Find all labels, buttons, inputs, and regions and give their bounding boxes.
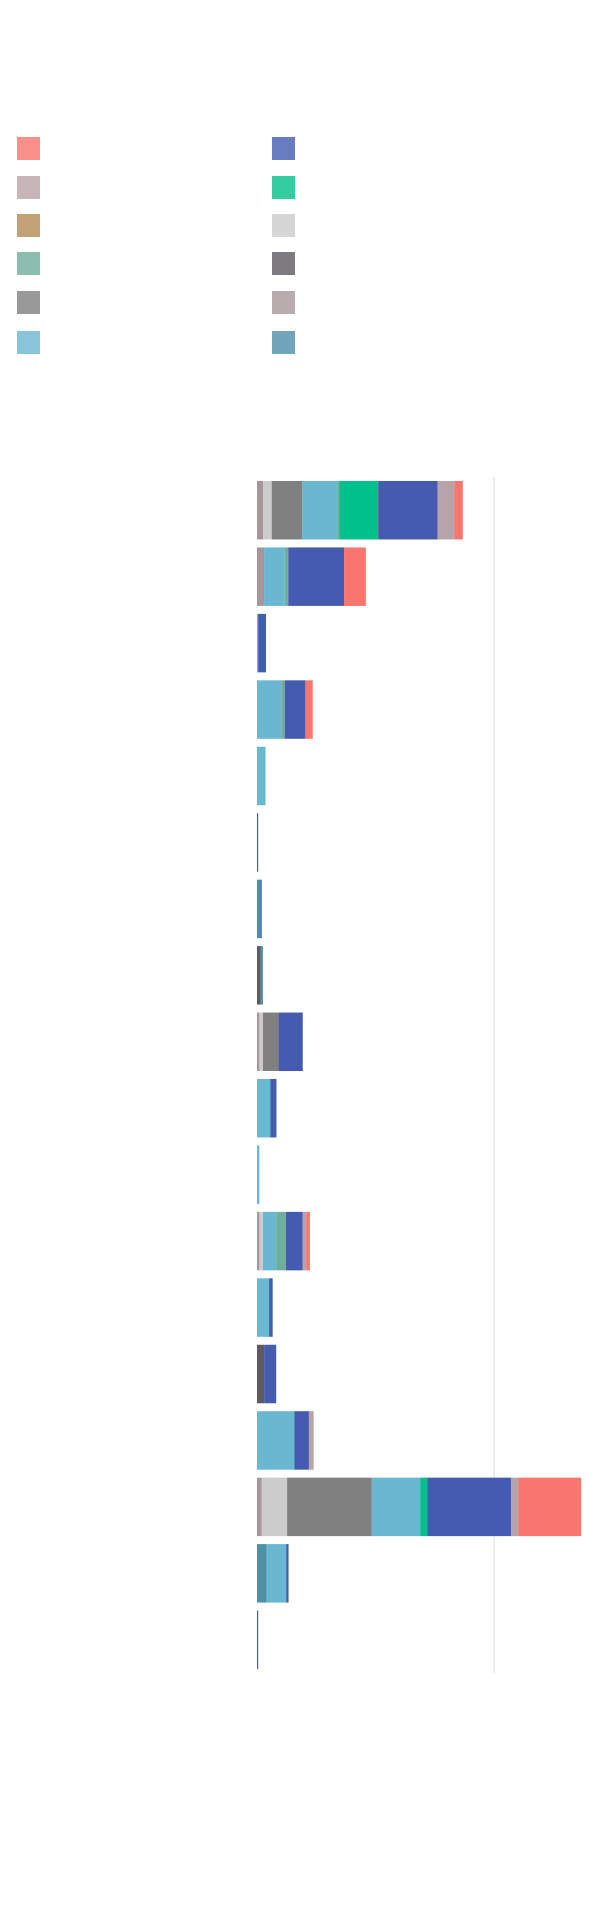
legend-swatch xyxy=(17,214,40,237)
bar-segment xyxy=(302,1211,307,1271)
bar-segment xyxy=(285,1211,303,1271)
bar-segment xyxy=(257,879,261,939)
legend-swatch xyxy=(17,252,40,275)
bar-segment xyxy=(257,1078,271,1138)
bar-segment xyxy=(284,547,289,606)
bar-segment xyxy=(427,1477,511,1537)
bar-segment xyxy=(257,746,266,806)
bar-segment xyxy=(262,1211,277,1271)
legend-swatch xyxy=(17,176,40,199)
legend-swatch xyxy=(272,214,295,237)
bar-segment xyxy=(276,1211,286,1271)
bar-segment xyxy=(271,480,303,540)
bar-segment xyxy=(278,1012,303,1072)
bar-segment xyxy=(266,1544,287,1603)
bar-segment xyxy=(284,680,306,739)
bar-segment xyxy=(257,1610,259,1670)
bar-segment xyxy=(264,547,285,606)
bar-segment xyxy=(286,1544,289,1603)
bar-segment xyxy=(308,1411,314,1470)
bar-segment xyxy=(257,1411,295,1470)
bar-segment xyxy=(305,680,313,739)
legend-swatch xyxy=(17,291,40,314)
bar-segment xyxy=(259,1211,263,1271)
legend-swatch xyxy=(272,331,295,354)
bar-segment xyxy=(518,1477,582,1537)
bar-segment xyxy=(257,1145,260,1204)
bar-segment xyxy=(257,1544,267,1603)
bar-segment xyxy=(344,547,366,606)
bar-segment xyxy=(257,1211,260,1271)
bar-segment xyxy=(257,1344,265,1404)
bar-segment xyxy=(258,613,267,673)
bar-segment xyxy=(337,480,340,540)
bar-segment xyxy=(302,480,338,540)
bar-segment xyxy=(257,1012,260,1072)
bar-segment xyxy=(260,879,262,939)
bar-segment xyxy=(270,1078,277,1138)
bar-segment xyxy=(454,480,463,540)
bar-segment xyxy=(257,680,282,739)
bar-segment xyxy=(288,547,345,606)
bar-segment xyxy=(378,480,438,540)
bar-segment xyxy=(371,1477,421,1537)
bar-segment xyxy=(260,946,263,1005)
bar-segment xyxy=(281,680,285,739)
bar-segment xyxy=(262,1012,279,1072)
bar-segment xyxy=(287,1477,372,1537)
bar-segment xyxy=(269,1278,273,1337)
legend-swatch xyxy=(272,291,295,314)
bar-segment xyxy=(339,480,379,540)
bar-segment xyxy=(263,480,272,540)
bar-segment xyxy=(261,1477,288,1537)
bar-segment xyxy=(257,1477,262,1537)
bar-segment xyxy=(259,1012,263,1072)
legend-swatch xyxy=(272,176,295,199)
bar-segment xyxy=(510,1477,519,1537)
bar-segment xyxy=(257,613,259,673)
bar-segment xyxy=(294,1411,309,1470)
legend-swatch xyxy=(272,252,295,275)
bar-segment xyxy=(264,1344,277,1404)
bar-segment xyxy=(306,1211,310,1271)
bar-segment xyxy=(257,547,265,606)
bar-segment xyxy=(257,480,264,540)
legend-swatch xyxy=(17,331,40,354)
bar-segment xyxy=(420,1477,428,1537)
legend-swatch xyxy=(272,137,295,160)
bar-segment xyxy=(257,946,261,1005)
bar-segment xyxy=(257,1278,270,1337)
bar-segment xyxy=(437,480,455,540)
bar-segment xyxy=(257,813,259,872)
legend-swatch xyxy=(17,137,40,160)
